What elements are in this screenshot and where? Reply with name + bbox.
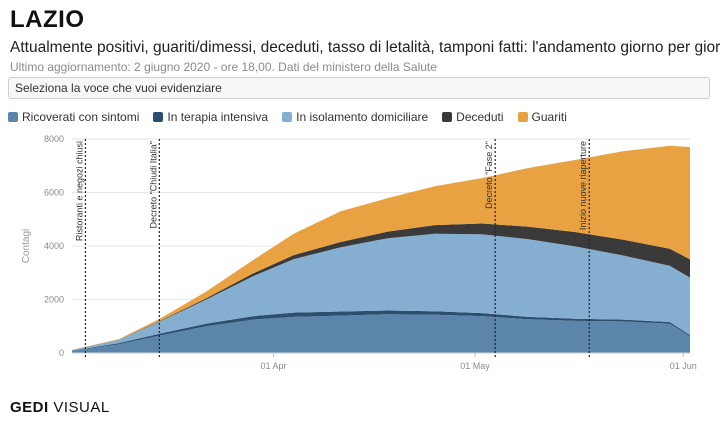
footer-brand-suffix: VISUAL <box>48 399 110 416</box>
series-area-in-terapia-intensiva <box>72 310 690 351</box>
legend-swatch <box>517 112 528 122</box>
legend-label: In terapia intensiva <box>167 110 269 124</box>
legend-item-terapia-intensiva[interactable]: In terapia intensiva <box>153 110 268 124</box>
y-tick-label: 2000 <box>44 295 64 305</box>
annotation-label: Decreto "Fase 2" <box>484 141 494 209</box>
footer-brand: GEDI <box>10 399 49 416</box>
y-tick-label: 8000 <box>44 134 64 144</box>
highlight-select[interactable]: Seleziona la voce che vuoi evidenziare <box>8 77 710 99</box>
y-tick-label: 6000 <box>44 188 64 198</box>
legend-item-deceduti[interactable]: Deceduti <box>442 110 504 124</box>
annotation-label: Decreto "Chiudi Italia" <box>148 141 158 228</box>
x-tick-label: 01 Jun <box>670 361 697 371</box>
last-update-text: Ultimo aggiornamento: 2 giugno 2020 - or… <box>10 60 437 74</box>
legend-label: Deceduti <box>456 110 504 124</box>
legend-swatch <box>8 112 18 122</box>
y-tick-label: 0 <box>59 348 64 358</box>
legend-label: In isolamento domiciliare <box>296 110 429 124</box>
stacked-area-chart: 0 2000 4000 6000 8000 Contagi 01 Apr 01 May 01 J… <box>21 134 697 371</box>
legend-swatch <box>282 112 293 122</box>
page-title: LAZIO <box>10 6 85 33</box>
legend-swatch <box>442 112 453 122</box>
series-area-ricoverati-con-sintomi <box>72 314 690 353</box>
annotation-label: Ristoranti e negozi chiusi <box>74 141 84 241</box>
x-tick-label: 01 Apr <box>261 361 287 371</box>
y-tick-label: 4000 <box>44 241 64 251</box>
x-tick-label: 01 May <box>460 361 490 371</box>
page-subtitle: Attualmente positivi, guariti/dimessi, d… <box>10 39 720 56</box>
y-axis-label: Contagi <box>21 229 32 263</box>
legend-label: Ricoverati con sintomi <box>22 110 140 124</box>
legend-item-isolamento[interactable]: In isolamento domiciliare <box>282 110 428 124</box>
footer-logo: GEDI VISUAL <box>10 399 110 416</box>
series-area-guariti <box>72 145 690 350</box>
chart-legend: Ricoverati con sintomi In terapia intens… <box>8 110 714 124</box>
legend-label: Guariti <box>531 110 567 124</box>
series-area-in-isolamento-domiciliare <box>72 233 690 351</box>
legend-item-ricoverati[interactable]: Ricoverati con sintomi <box>8 110 139 124</box>
annotation-label: Inizio nuove riaperture <box>578 141 588 230</box>
legend-swatch <box>153 112 164 122</box>
legend-item-guariti[interactable]: Guariti <box>517 110 567 124</box>
